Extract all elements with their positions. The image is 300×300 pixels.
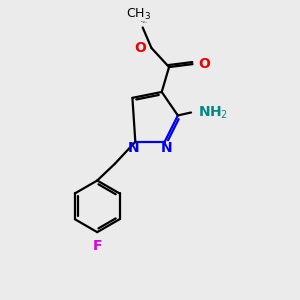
Text: N: N bbox=[128, 141, 140, 155]
Text: methyl: methyl bbox=[141, 21, 146, 22]
Text: O: O bbox=[134, 41, 146, 55]
Text: F: F bbox=[92, 239, 102, 254]
Text: NH$_2$: NH$_2$ bbox=[198, 104, 229, 121]
Text: N: N bbox=[160, 141, 172, 155]
Text: CH$_3$: CH$_3$ bbox=[126, 7, 151, 22]
Text: methyl: methyl bbox=[143, 22, 148, 23]
Text: O: O bbox=[198, 57, 210, 71]
